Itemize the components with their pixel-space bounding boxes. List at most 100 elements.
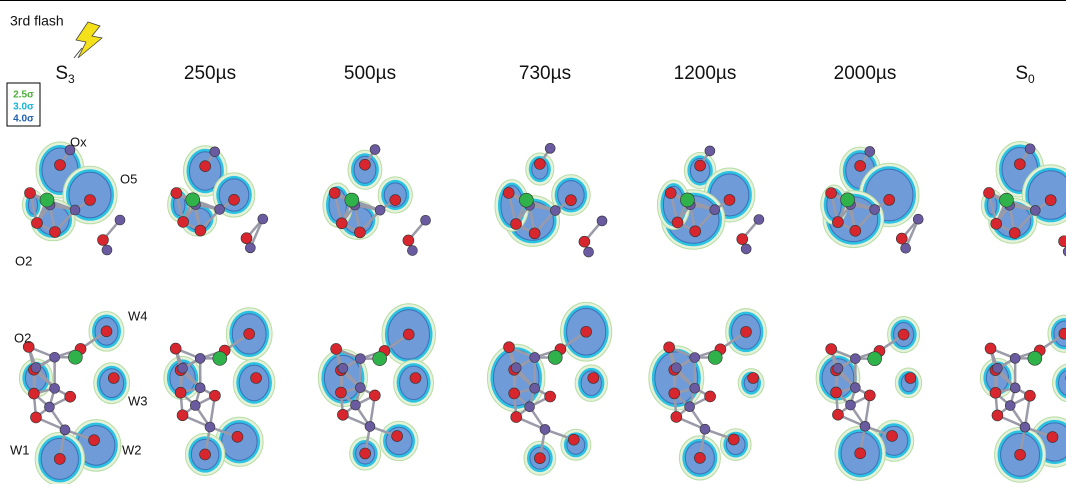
flash-pointer [73,47,83,59]
oxygen-atom [832,216,844,228]
manganese-atom [209,146,221,158]
oxygen-atom [240,232,253,245]
header-text: 730µs [519,63,571,84]
manganese-atom [194,382,206,394]
oxygen-atom [231,431,244,443]
oxygen-atom [897,328,910,341]
calcium-atom [547,350,563,365]
manganese-atom [859,420,871,432]
manganese-atom [204,421,216,433]
oxygen-atom [704,390,716,403]
legend-label: 2.5σ [13,90,34,101]
calcium-atom [999,192,1014,208]
legend-label: 3.0σ [13,102,34,113]
molecule [980,141,1066,257]
manganese-atom [59,424,71,436]
oxygen-atom [169,342,182,355]
oxygen-atom [528,227,541,240]
oxygen-atom [1014,448,1026,461]
oxygen-atom [176,409,189,422]
manganese-atom [64,144,76,156]
molecule [656,145,765,255]
oxygen-atom [1058,327,1066,340]
column-headers: S3 250µs 500µs 730µs 1200µs 2000µs S0 [55,63,1035,86]
oxygen-atom [740,326,752,338]
manganese-atom [850,353,861,364]
calcium-atom [39,192,55,208]
oxygen-atom [534,158,546,170]
oxygen-atom [199,160,211,172]
calcium-atom [185,192,201,208]
oxygen-atom [88,434,100,447]
oxygen-atom [587,372,600,384]
oxygen-atom [199,448,211,461]
oxygen-atom [990,217,1003,230]
calcium-atom [68,349,83,365]
oxygen-atom [170,187,183,199]
oxygen-atom [849,225,862,237]
manganese-atom [1029,205,1041,216]
manganese-atom [30,362,42,373]
oxygen-atom [664,187,677,199]
oxygen-atom [580,325,592,338]
manganese-atom [864,146,876,157]
oxygen-atom [904,372,917,384]
header-text: 500µs [344,63,396,84]
manganese-atom [337,363,349,374]
manganese-atom [740,243,752,255]
manganese-atom [1024,143,1036,155]
molecules [18,141,1066,484]
oxygen-atom [825,187,837,199]
manganese-atom [245,242,256,254]
oxygen-atom [359,447,371,460]
legend-box [6,82,41,127]
atom-label: W3 [128,393,148,408]
oxygen-atom [369,389,381,402]
column-header: 1200µs [674,63,737,84]
manganese-atom [257,213,269,225]
manganese-atom [355,353,366,364]
oxygen-atom [84,194,96,206]
atom-label: O2 [14,330,31,345]
manganese-atom [420,214,431,226]
calcium-atom [680,192,695,208]
manganese-atom [992,362,1003,374]
oxygen-atom [228,194,240,206]
oxygen-atom [694,452,706,464]
oxygen-atom [359,158,371,171]
oxygen-atom [177,216,189,228]
oxygen-atom [886,430,898,442]
manganese-atom [671,362,682,374]
manganese-atom [1009,382,1021,394]
header-text: 250µs [184,63,236,84]
oxygen-atom [402,328,415,341]
manganese-atom [596,215,608,227]
calcium-atom [840,192,855,208]
oxygen-atom [502,187,515,199]
molecule [486,301,613,476]
header-text: S [1015,63,1028,84]
oxygen-atom [670,411,683,423]
oxygen-atom [565,194,577,206]
header-text: 1200µs [674,63,737,84]
manganese-atom [845,399,856,411]
calcium-atom [344,192,360,208]
oxygen-atom [22,341,35,353]
manganese-atom [374,204,386,216]
oxygen-atom [209,389,221,402]
manganese-atom [1009,353,1021,364]
oxygen-atom [832,408,844,421]
atom-label: W2 [122,442,142,457]
molecule [163,307,276,477]
oxygen-atom [510,218,522,230]
oxygen-atom [883,194,896,206]
oxygen-atom [24,187,36,199]
manganese-atom [510,362,522,374]
oxygen-atom [1024,389,1036,402]
oxygen-atom [64,390,76,403]
calcium-atom [519,192,534,208]
manganese-atom [69,204,81,216]
manganese-atom [699,423,711,435]
oxygen-atom [409,372,422,384]
oxygen-atom [984,342,997,355]
